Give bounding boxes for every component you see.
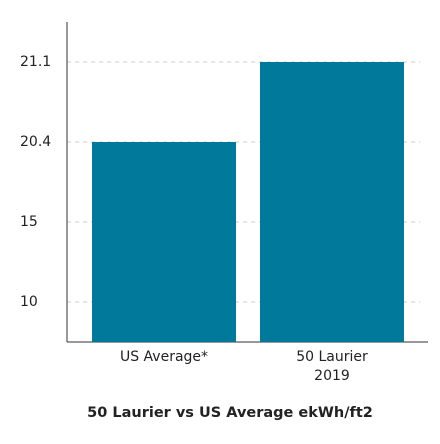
y-tick-label: 15 — [20, 214, 38, 230]
bar — [260, 62, 404, 342]
y-tick-label: 20.4 — [20, 134, 51, 150]
y-tick-label: 10 — [20, 294, 38, 310]
y-tick-label: 21.1 — [20, 54, 51, 70]
x-tick-label: US Average* — [120, 349, 208, 365]
bar — [92, 142, 236, 342]
chart-title: 50 Laurier vs US Average ekWh/ft2 — [87, 405, 373, 421]
x-tick-label: 50 Laurier 2019 — [296, 349, 368, 384]
